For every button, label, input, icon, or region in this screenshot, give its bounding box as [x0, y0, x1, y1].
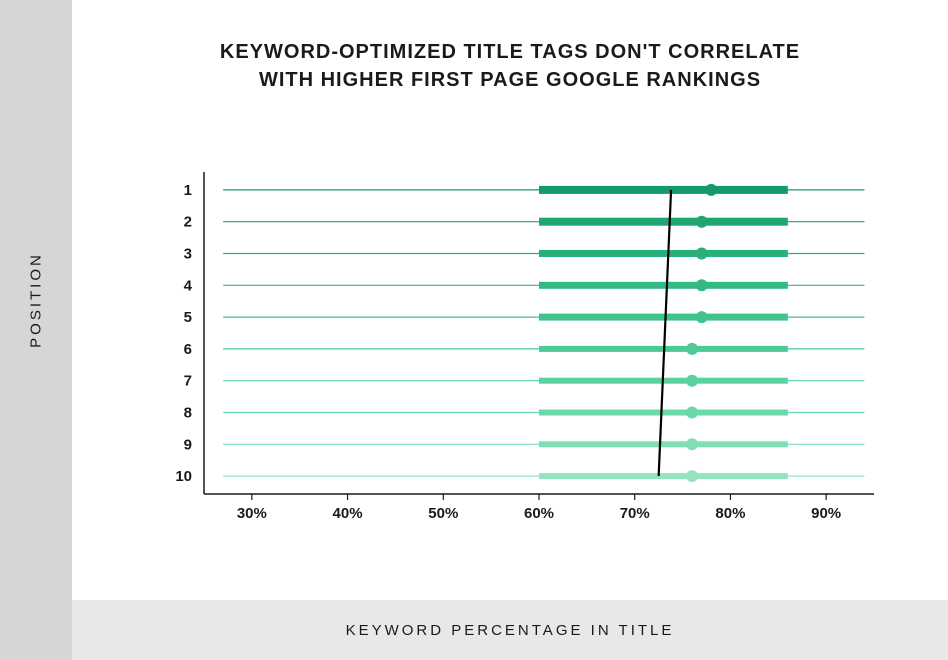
ytick-label-4: 4: [184, 277, 193, 294]
box-row-9: [539, 441, 788, 447]
xtick-label-40: 40%: [333, 505, 363, 522]
ytick-label-8: 8: [184, 405, 192, 422]
ytick-label-5: 5: [184, 309, 192, 326]
xtick-label-90: 90%: [811, 505, 841, 522]
bottom-band: KEYWORD PERCENTAGE IN TITLE: [72, 600, 948, 660]
xtick-label-80: 80%: [715, 505, 745, 522]
chart-title: KEYWORD-OPTIMIZED TITLE TAGS DON'T CORRE…: [72, 38, 948, 94]
chart-title-line1: KEYWORD-OPTIMIZED TITLE TAGS DON'T CORRE…: [220, 41, 800, 63]
median-dot-row-7: [686, 375, 698, 387]
ytick-label-3: 3: [184, 246, 192, 263]
xtick-label-70: 70%: [620, 505, 650, 522]
ytick-label-1: 1: [184, 182, 192, 199]
median-dot-row-10: [686, 470, 698, 482]
ytick-label-7: 7: [184, 373, 192, 390]
chart-title-line2: WITH HIGHER FIRST PAGE GOOGLE RANKINGS: [259, 69, 761, 91]
median-dot-row-4: [696, 279, 708, 291]
box-row-10: [539, 473, 788, 479]
median-dot-row-8: [686, 407, 698, 419]
median-dot-row-3: [696, 248, 708, 260]
box-row-4: [539, 282, 788, 289]
median-dot-row-5: [696, 311, 708, 323]
y-axis-label: POSITION: [28, 252, 45, 348]
boxplot-chart: 1 2 3 4 5 6 7 8 9 10 30% 40% 50% 60% 70% 80% 90%: [164, 170, 884, 530]
box-row-3: [539, 250, 788, 257]
ytick-label-10: 10: [175, 468, 192, 485]
xtick-label-60: 60%: [524, 505, 554, 522]
median-dot-row-1: [705, 184, 717, 196]
box-row-2: [539, 218, 788, 226]
median-dot-row-9: [686, 438, 698, 450]
xtick-label-50: 50%: [428, 505, 458, 522]
box-row-1: [539, 186, 788, 194]
ytick-label-2: 2: [184, 214, 192, 231]
ytick-label-9: 9: [184, 436, 192, 453]
trend-line: [659, 190, 671, 476]
box-row-8: [539, 410, 788, 416]
median-dot-row-2: [696, 216, 708, 228]
box-row-5: [539, 314, 788, 321]
xtick-label-30: 30%: [237, 505, 267, 522]
x-axis-label: KEYWORD PERCENTAGE IN TITLE: [346, 622, 675, 639]
median-dot-row-6: [686, 343, 698, 355]
ytick-label-6: 6: [184, 341, 192, 358]
